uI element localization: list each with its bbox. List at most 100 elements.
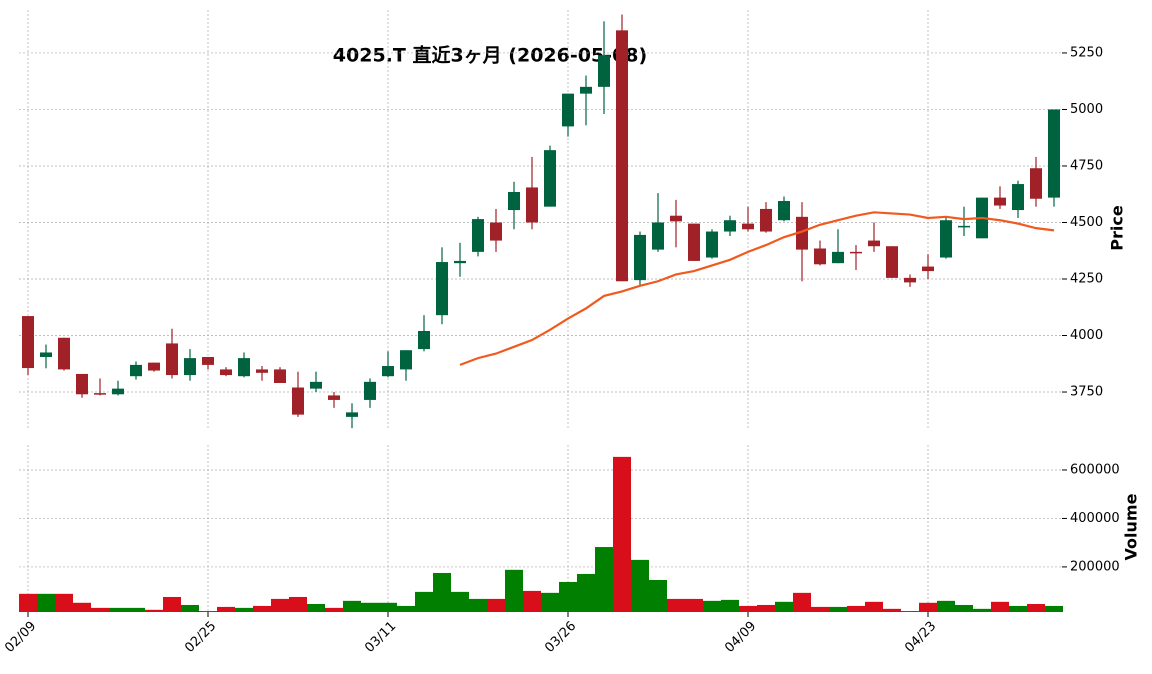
candle-body (796, 216, 808, 250)
candle-body (652, 222, 664, 250)
candle-body (382, 366, 394, 377)
y-tick-label: 200000 (1070, 559, 1120, 574)
volume-bar (955, 604, 973, 612)
candle-body (526, 187, 538, 223)
candle-body (760, 208, 772, 232)
y-tick-label: 4500 (1070, 215, 1103, 230)
candle-body (994, 197, 1006, 206)
volume-bar (181, 604, 199, 612)
volume-bar (361, 602, 379, 612)
candle-body (814, 248, 826, 265)
candle-body (778, 201, 790, 221)
volume-bar (775, 601, 793, 612)
chart-title: 4025.T 直近3ヶ月 (2026-05-08) (333, 44, 647, 67)
volume-bar (145, 609, 163, 612)
y-tick-label: 600000 (1070, 462, 1120, 477)
candle-body (184, 358, 196, 376)
candle-body (850, 251, 862, 254)
volume-bar (91, 607, 109, 612)
volume-bar (595, 547, 613, 612)
candle-body (544, 150, 556, 207)
candle-body (148, 362, 160, 371)
volume-bar (487, 598, 505, 612)
volume-bar (127, 607, 145, 612)
volume-bar (649, 580, 667, 612)
y-tick-label: 400000 (1070, 511, 1120, 526)
candle-body (904, 277, 916, 283)
candle-body (310, 381, 322, 389)
candle-body (706, 231, 718, 258)
y-tick-label: 4000 (1070, 328, 1103, 343)
volume-bar (901, 611, 919, 612)
y-tick-label: 5250 (1070, 45, 1103, 60)
volume-bar (235, 607, 253, 612)
candle-body (940, 220, 952, 258)
volume-bar (379, 602, 397, 612)
volume-bar (289, 596, 307, 612)
volume-bar (937, 600, 955, 612)
candle-body (346, 412, 358, 417)
candle-body (328, 395, 340, 400)
candle-body (1048, 109, 1060, 198)
candle-body (40, 352, 52, 357)
candle-body (274, 369, 286, 383)
volume-bar (883, 608, 901, 612)
x-tick-label: 04/09 (722, 619, 759, 656)
volume-bar (163, 596, 181, 612)
volume-bar (325, 607, 343, 612)
x-tick-label: 02/25 (182, 619, 219, 656)
volume-bar (667, 598, 685, 612)
volume-bar (505, 569, 523, 612)
candle-body (256, 369, 268, 373)
candle-body (112, 388, 124, 395)
x-tick-label: 04/23 (902, 619, 939, 656)
candle-body (364, 381, 376, 400)
candle-body (670, 215, 682, 222)
volume-bar (523, 590, 541, 612)
volume-bar (37, 593, 55, 612)
volume-bar (253, 605, 271, 612)
volume-bar (1045, 605, 1063, 612)
volume-bar (703, 600, 721, 612)
candle-body (886, 246, 898, 278)
volume-bar (343, 600, 361, 612)
volume-bar (685, 598, 703, 612)
candle-body (688, 223, 700, 261)
y-tick-label: 4250 (1070, 271, 1103, 286)
volume-bar (199, 611, 217, 612)
volume-bar (433, 572, 451, 612)
candle-body (742, 223, 754, 230)
candle-body (238, 358, 250, 377)
volume-bar (19, 593, 37, 612)
volume-bar (829, 606, 847, 612)
volume-bar (973, 608, 991, 612)
candle-body (94, 393, 106, 395)
volume-bar (55, 593, 73, 612)
volume-bar (631, 559, 649, 612)
volume-bar (541, 592, 559, 612)
candle-body (166, 343, 178, 376)
volume-bar (109, 607, 127, 612)
y-tick-label: 3750 (1070, 385, 1103, 400)
y-tick-label: 5000 (1070, 102, 1103, 117)
candle-body (958, 225, 970, 228)
volume-bar (415, 591, 433, 612)
volume-axis-label: Volume (1122, 493, 1141, 560)
volume-bar (757, 604, 775, 612)
candle-body (454, 260, 466, 264)
volume-bar (577, 573, 595, 612)
candle-body (634, 234, 646, 281)
candle-body (616, 30, 628, 282)
candle-body (562, 93, 574, 127)
volume-bar (919, 602, 937, 612)
volume-bar (613, 456, 631, 612)
y-tick-label: 4750 (1070, 158, 1103, 173)
candle-body (130, 364, 142, 377)
candle-body (292, 387, 304, 415)
candle-body (580, 86, 592, 94)
volume-bar (1027, 604, 1045, 612)
volume-bar (739, 605, 757, 612)
candle-body (22, 316, 34, 369)
candle-body (436, 262, 448, 316)
